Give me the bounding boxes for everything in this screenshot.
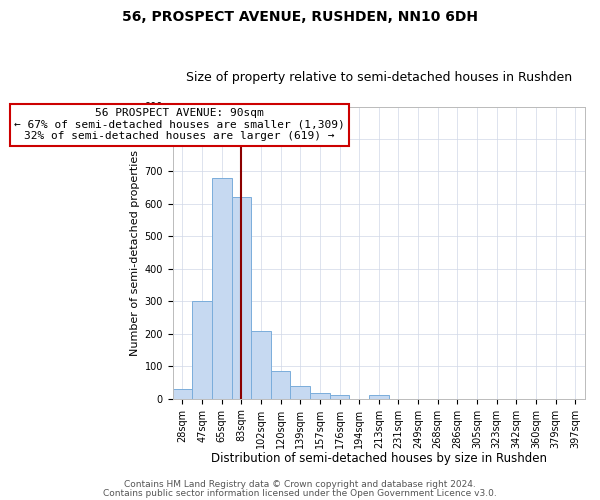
Bar <box>271 371 290 398</box>
Bar <box>330 396 349 398</box>
Text: Contains HM Land Registry data © Crown copyright and database right 2024.: Contains HM Land Registry data © Crown c… <box>124 480 476 489</box>
Bar <box>369 396 389 398</box>
Text: Contains public sector information licensed under the Open Government Licence v3: Contains public sector information licen… <box>103 489 497 498</box>
Bar <box>290 386 310 398</box>
Bar <box>173 389 192 398</box>
Text: 56, PROSPECT AVENUE, RUSHDEN, NN10 6DH: 56, PROSPECT AVENUE, RUSHDEN, NN10 6DH <box>122 10 478 24</box>
Bar <box>232 198 251 398</box>
Bar <box>212 178 232 398</box>
Bar <box>310 393 330 398</box>
Bar <box>251 330 271 398</box>
Bar <box>192 302 212 398</box>
Title: Size of property relative to semi-detached houses in Rushden: Size of property relative to semi-detach… <box>186 72 572 85</box>
X-axis label: Distribution of semi-detached houses by size in Rushden: Distribution of semi-detached houses by … <box>211 452 547 465</box>
Text: 56 PROSPECT AVENUE: 90sqm
← 67% of semi-detached houses are smaller (1,309)
32% : 56 PROSPECT AVENUE: 90sqm ← 67% of semi-… <box>14 108 345 142</box>
Y-axis label: Number of semi-detached properties: Number of semi-detached properties <box>130 150 140 356</box>
